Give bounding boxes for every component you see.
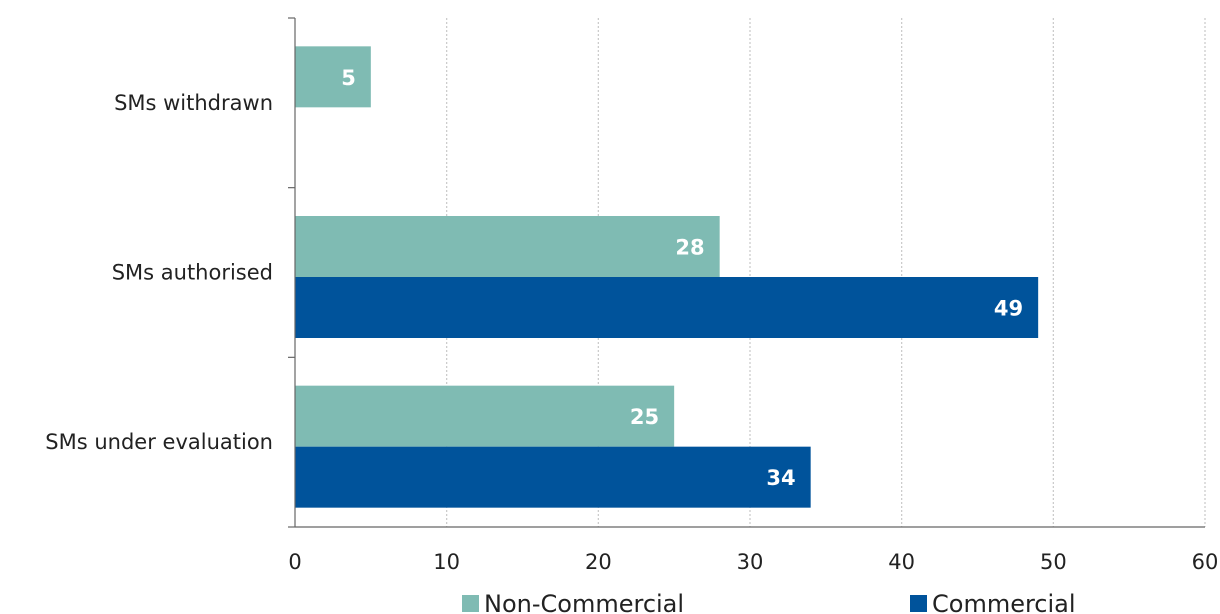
bar-non-commercial — [295, 385, 675, 447]
category-label: SMs under evaluation — [45, 430, 273, 454]
x-tick-labels: 0 10 20 30 40 50 60 — [288, 550, 1218, 574]
data-labels: 5 28 49 25 34 — [341, 66, 1023, 490]
category-label: SMs authorised — [112, 261, 273, 285]
x-tick-label: 50 — [1040, 550, 1067, 574]
data-label: 49 — [994, 297, 1023, 321]
bar-non-commercial — [295, 216, 720, 277]
legend-swatch — [462, 595, 479, 612]
data-label: 5 — [341, 66, 356, 90]
bar-commercial — [295, 277, 1039, 338]
axes — [288, 17, 1205, 528]
x-tick-label: 30 — [737, 550, 764, 574]
bar-non-commercial — [295, 46, 371, 108]
category-label: SMs withdrawn — [114, 91, 273, 115]
data-label: 28 — [675, 236, 704, 260]
category-labels: SMs withdrawn SMs authorised SMs under eva… — [45, 91, 273, 454]
legend: Non-Commercial Commercial — [462, 590, 1076, 614]
legend-swatch — [910, 595, 927, 612]
bar-commercial — [295, 446, 811, 508]
x-tick-label: 40 — [888, 550, 915, 574]
data-label: 34 — [766, 466, 795, 490]
data-label: 25 — [630, 405, 659, 429]
legend-label: Non-Commercial — [484, 590, 684, 614]
x-tick-label: 20 — [585, 550, 612, 574]
x-tick-label: 0 — [288, 550, 301, 574]
x-tick-label: 10 — [433, 550, 460, 574]
legend-label: Commercial — [932, 590, 1076, 614]
bars — [295, 46, 1039, 508]
x-tick-label: 60 — [1192, 550, 1219, 574]
